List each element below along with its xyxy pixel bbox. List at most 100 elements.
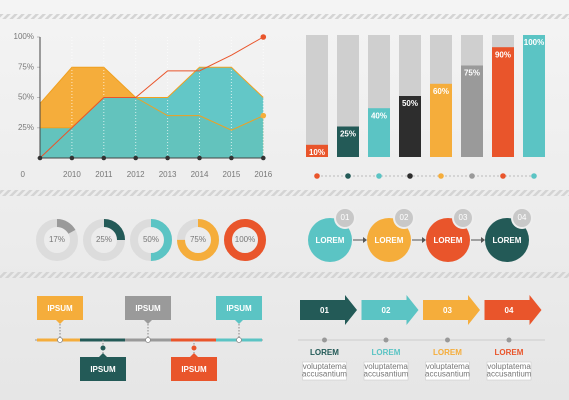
x-tick-label: 2012 bbox=[127, 170, 145, 179]
x-tick-label: 2013 bbox=[159, 170, 177, 179]
arrow-label: LOREM bbox=[310, 348, 339, 357]
timeline-node bbox=[57, 337, 63, 343]
y-tick-label: 100% bbox=[14, 32, 34, 41]
axis-dot bbox=[229, 155, 234, 161]
timeline-label: IPSUM bbox=[47, 304, 73, 313]
caption-box bbox=[425, 361, 470, 381]
value-label: 25% bbox=[96, 235, 112, 244]
value-label: 90% bbox=[495, 50, 511, 59]
bar bbox=[492, 47, 514, 158]
value-label: 50% bbox=[143, 235, 159, 244]
legend-dot bbox=[345, 173, 351, 179]
arrow bbox=[300, 295, 357, 325]
bar bbox=[337, 126, 359, 157]
axis-dot bbox=[133, 155, 138, 161]
step-label: LOREM bbox=[375, 236, 404, 245]
x-tick-label: 2015 bbox=[223, 170, 241, 179]
arrow-head bbox=[422, 237, 426, 243]
timeline-box bbox=[171, 357, 217, 381]
legend-dot bbox=[314, 173, 320, 179]
arrow-number: 04 bbox=[505, 306, 514, 315]
caption-box bbox=[302, 361, 347, 381]
axis-dot bbox=[69, 155, 75, 161]
arrow-head bbox=[481, 237, 485, 243]
timeline-node bbox=[100, 345, 106, 351]
bar-track bbox=[306, 35, 328, 157]
timeline-label: IPSUM bbox=[135, 304, 161, 313]
box-pointer bbox=[144, 320, 152, 324]
caption: voluptatema bbox=[426, 362, 470, 371]
arrow bbox=[484, 295, 542, 325]
x-tick-label: 2011 bbox=[95, 170, 113, 179]
arrow-dot bbox=[322, 337, 327, 343]
step-circle bbox=[485, 218, 529, 262]
legend-dot bbox=[407, 173, 413, 179]
step-badge bbox=[334, 207, 356, 229]
legend-dot bbox=[376, 173, 382, 179]
caption: voluptatema bbox=[487, 362, 531, 371]
step-number: 02 bbox=[400, 213, 409, 222]
bar bbox=[399, 96, 421, 157]
timeline-box bbox=[216, 296, 262, 320]
caption-box bbox=[486, 361, 532, 381]
caption: voluptatema bbox=[364, 362, 408, 371]
step-circle bbox=[426, 218, 470, 262]
bar bbox=[523, 35, 545, 157]
line bbox=[39, 66, 264, 131]
value-label: 100% bbox=[235, 235, 255, 244]
box-pointer bbox=[99, 353, 107, 357]
step-circle bbox=[367, 218, 411, 262]
arrow-dot bbox=[445, 337, 450, 343]
arrow-label: LOREM bbox=[433, 348, 462, 357]
axis-dot bbox=[37, 155, 43, 161]
arrow-label: LOREM bbox=[495, 348, 524, 357]
x-tick-label: 2014 bbox=[191, 170, 209, 179]
bar bbox=[430, 83, 452, 157]
box-pointer bbox=[235, 320, 243, 324]
donut-arc bbox=[130, 219, 172, 261]
step-number: 01 bbox=[341, 213, 350, 222]
y-tick-label: 50% bbox=[18, 93, 34, 102]
timeline-label: IPSUM bbox=[226, 304, 252, 313]
x-tick-label: 2016 bbox=[254, 170, 272, 179]
timeline-node bbox=[236, 337, 242, 343]
box-pointer bbox=[190, 353, 198, 357]
arrow bbox=[423, 295, 480, 325]
donut-arc bbox=[83, 219, 125, 261]
y-tick-label: 25% bbox=[18, 123, 34, 132]
axis-dot bbox=[261, 155, 266, 161]
arrow-head bbox=[363, 237, 367, 243]
value-label: 75% bbox=[190, 235, 206, 244]
timeline-node bbox=[191, 345, 197, 351]
timeline-box bbox=[125, 296, 171, 320]
arrow bbox=[361, 295, 419, 325]
caption: accusantium bbox=[364, 370, 409, 379]
area bbox=[40, 67, 264, 158]
donut-arc bbox=[36, 219, 78, 261]
end-dot bbox=[260, 34, 267, 40]
separator bbox=[0, 190, 569, 196]
bar bbox=[461, 65, 483, 157]
separator bbox=[0, 272, 569, 278]
step-number: 04 bbox=[518, 213, 527, 222]
caption: accusantium bbox=[425, 370, 470, 379]
step-number: 03 bbox=[459, 213, 468, 222]
timeline-box bbox=[37, 296, 83, 320]
legend-dot bbox=[469, 173, 475, 179]
x-tick-label: 2010 bbox=[63, 170, 81, 179]
value-label: 25% bbox=[340, 130, 356, 139]
caption-box bbox=[363, 361, 409, 381]
separator bbox=[0, 14, 569, 19]
value-label: 17% bbox=[49, 235, 65, 244]
value-label: 40% bbox=[371, 111, 387, 120]
axis-dot bbox=[101, 155, 107, 161]
value-label: 60% bbox=[433, 87, 449, 96]
value-label: 75% bbox=[464, 69, 480, 78]
caption: accusantium bbox=[487, 370, 532, 379]
step-badge bbox=[452, 207, 474, 229]
value-label: 100% bbox=[524, 38, 544, 47]
step-label: LOREM bbox=[434, 236, 463, 245]
timeline-label: IPSUM bbox=[90, 365, 116, 374]
arrow-dot bbox=[506, 337, 512, 343]
